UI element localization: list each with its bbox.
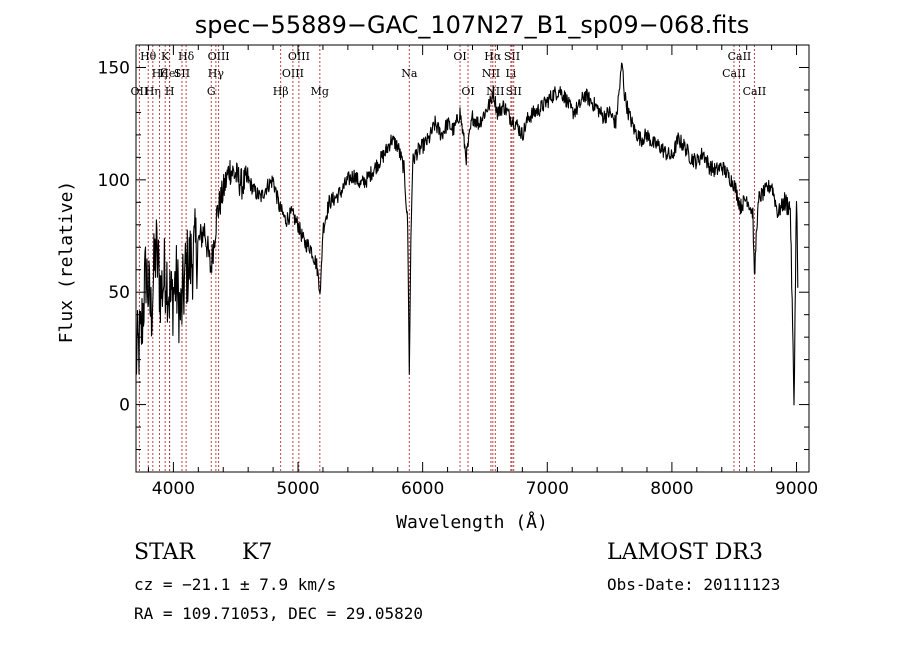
- x-tick-label-7000: 7000: [526, 479, 569, 499]
- line-label-9: G: [207, 85, 216, 98]
- line-label-17: OI: [453, 50, 466, 63]
- line-label-25: CaII: [722, 67, 746, 80]
- plot-frame: [135, 44, 810, 473]
- obs-date: Obs-Date: 20111123: [607, 575, 781, 594]
- line-label-4: K: [161, 50, 170, 63]
- line-label-21: NII: [486, 85, 504, 98]
- line-label-22: Li: [505, 67, 516, 80]
- line-label-15: Mg: [311, 85, 329, 98]
- line-label-23: SII: [504, 50, 520, 63]
- subclass: K7: [242, 540, 273, 565]
- coordinates: RA = 109.71053, DEC = 29.05820: [134, 604, 423, 623]
- line-label-19: NII: [482, 67, 500, 80]
- y-tick-label-50: 50: [108, 283, 130, 303]
- line-label-16: Na: [401, 67, 418, 80]
- survey-name: LAMOST DR3: [607, 540, 763, 565]
- line-label-24: SII: [506, 85, 522, 98]
- line-label-13: OIII: [282, 67, 304, 80]
- line-label-26: CaII: [728, 50, 752, 63]
- x-axis-label: Wavelength (Å): [396, 511, 548, 533]
- x-tick-label-4000: 4000: [152, 479, 195, 499]
- line-label-14: OIII: [288, 50, 310, 63]
- line-label-27: CaII: [743, 85, 767, 98]
- line-label-12: Hβ: [273, 85, 289, 98]
- line-label-0: OII: [131, 85, 149, 98]
- emission-line-markers: OIIHθHηHζKHeIHSIIHδGHγOIIIHβOIIIOIIIMgNa…: [131, 45, 767, 472]
- y-tick-label-150: 150: [98, 58, 130, 78]
- line-label-7: SII: [174, 67, 190, 80]
- y-tick-label-100: 100: [98, 171, 130, 191]
- y-tick-label-0: 0: [119, 396, 130, 416]
- x-tick-label-6000: 6000: [401, 479, 444, 499]
- chart-title: spec−55889−GAC_107N27_B1_sp09−068.fits: [195, 11, 750, 39]
- object-class: STAR: [134, 540, 195, 565]
- line-label-11: OIII: [208, 50, 230, 63]
- x-tick-label-5000: 5000: [276, 479, 319, 499]
- flux-series-line: [135, 62, 799, 406]
- x-tick-label-9000: 9000: [775, 479, 818, 499]
- line-label-3: Hζ: [152, 67, 168, 80]
- x-tick-label-8000: 8000: [650, 479, 693, 499]
- axis-ticks: 4000 5000 6000 7000 8000 9000 0 50 100 150: [98, 45, 818, 499]
- line-label-10: Hγ: [208, 67, 225, 80]
- redshift-readout: cz = −21.1 ± 7.9 km/s: [134, 575, 337, 594]
- line-label-6: H: [165, 85, 175, 98]
- line-label-1: Hθ: [140, 50, 157, 63]
- line-label-8: Hδ: [178, 50, 195, 63]
- line-label-2: Hη: [145, 85, 161, 98]
- line-label-18: OI: [461, 85, 474, 98]
- y-axis-label: Flux (relative): [56, 181, 77, 344]
- line-label-20: Hα: [484, 50, 502, 63]
